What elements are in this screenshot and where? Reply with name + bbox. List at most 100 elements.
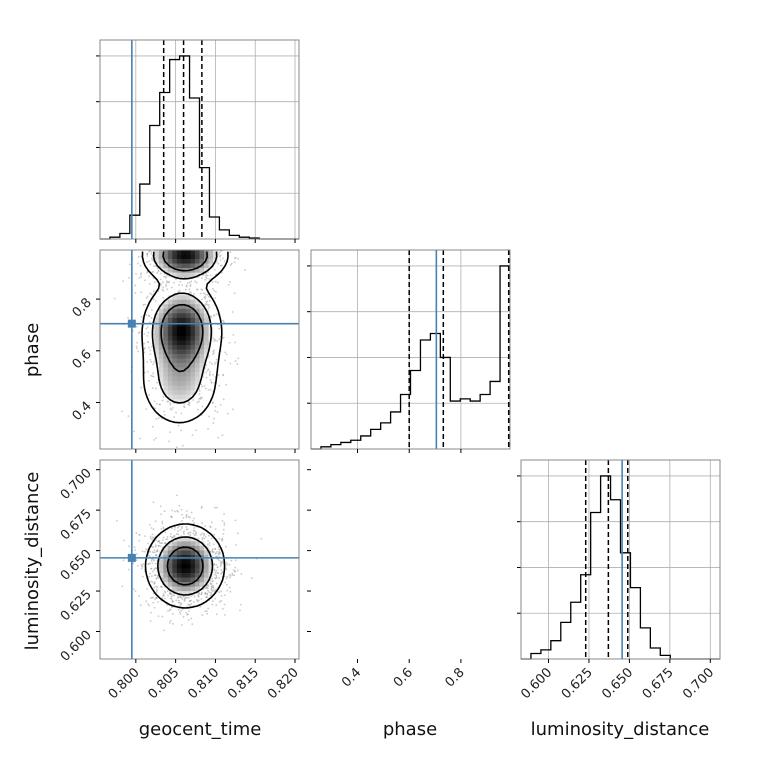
density-cell — [420, 546, 425, 551]
density-cell — [176, 308, 182, 314]
density-cell — [172, 559, 178, 565]
sample-point — [431, 551, 433, 553]
sample-point — [212, 584, 214, 587]
sample-point — [204, 525, 207, 527]
sample-point — [212, 373, 214, 376]
sample-point — [436, 571, 438, 573]
sample-point — [214, 280, 217, 283]
sample-point — [228, 573, 231, 576]
sample-point — [149, 359, 152, 361]
density-cell — [163, 545, 169, 551]
sample-point — [175, 494, 178, 497]
sample-point — [459, 563, 461, 565]
sample-point — [413, 552, 415, 554]
sample-point — [443, 547, 445, 549]
density-cell — [167, 586, 173, 592]
sample-point — [168, 440, 171, 443]
sample-point — [169, 407, 172, 410]
sample-point — [168, 280, 170, 283]
sample-point — [500, 556, 502, 558]
sample-point — [155, 585, 157, 588]
sample-point — [155, 589, 158, 592]
sample-point — [211, 550, 214, 553]
sample-point — [452, 571, 454, 573]
sample-point — [461, 572, 463, 574]
density-cell — [415, 550, 420, 555]
sample-point — [436, 562, 438, 564]
sample-point — [493, 602, 495, 604]
sample-point — [196, 600, 199, 603]
sample-point — [153, 586, 156, 589]
sample-point — [371, 560, 373, 562]
sample-point — [432, 575, 434, 577]
sample-point — [407, 575, 409, 577]
sample-point — [507, 558, 509, 560]
sample-point — [450, 580, 452, 582]
sample-point — [140, 567, 143, 570]
sample-point — [161, 520, 164, 523]
sample-point — [459, 583, 461, 585]
sample-point — [171, 516, 173, 519]
sample-point — [150, 293, 153, 296]
density-cell — [415, 573, 420, 578]
sample-point — [401, 582, 403, 584]
histogram-panel-geocent-time — [96, 39, 300, 243]
sample-point — [152, 501, 155, 504]
sample-point — [150, 611, 152, 614]
sample-point — [495, 571, 497, 573]
sample-point — [196, 408, 199, 411]
sample-point — [454, 561, 456, 563]
sample-point — [209, 388, 212, 391]
sample-point — [210, 592, 213, 595]
sample-point — [177, 424, 180, 427]
sample-point — [161, 288, 164, 291]
density-cell — [433, 573, 438, 578]
sample-point — [176, 509, 179, 512]
density-cell — [208, 254, 214, 260]
sample-point — [187, 515, 190, 518]
sample-point — [222, 398, 225, 401]
sample-point — [437, 584, 439, 586]
density-cell — [181, 536, 187, 542]
density-cell — [181, 250, 187, 255]
sample-point — [437, 581, 439, 583]
density-cell — [167, 331, 173, 337]
sample-point — [509, 590, 511, 592]
sample-point — [150, 374, 152, 377]
sample-point — [157, 545, 160, 547]
sample-point — [489, 570, 491, 572]
sample-point — [413, 619, 415, 621]
sample-point — [437, 558, 439, 560]
sample-point — [211, 551, 214, 554]
sample-point — [219, 251, 221, 254]
sample-point — [175, 411, 177, 414]
sample-point — [497, 579, 499, 581]
sample-point — [421, 572, 423, 574]
density-cell — [424, 587, 429, 592]
sample-point — [404, 547, 406, 549]
sample-point — [422, 554, 424, 556]
sample-point — [499, 550, 501, 552]
sample-point — [452, 577, 454, 579]
sample-point — [163, 594, 165, 597]
density-cell — [204, 349, 209, 355]
sample-point — [354, 591, 356, 593]
sample-point — [151, 533, 154, 536]
sample-point — [177, 290, 180, 293]
sample-point — [388, 555, 390, 557]
sample-point — [506, 597, 508, 599]
sample-point — [183, 530, 185, 533]
sample-point — [199, 292, 202, 295]
sample-point — [440, 542, 442, 544]
sample-point — [374, 571, 376, 573]
sample-point — [217, 253, 220, 256]
sample-point — [229, 574, 232, 577]
sample-point — [185, 526, 188, 528]
sample-point — [427, 603, 429, 605]
density-cell — [199, 545, 205, 551]
sample-point — [178, 525, 181, 528]
sample-point — [169, 431, 171, 434]
density-cell — [181, 313, 187, 319]
sample-point — [429, 579, 431, 581]
sample-point — [164, 542, 167, 545]
